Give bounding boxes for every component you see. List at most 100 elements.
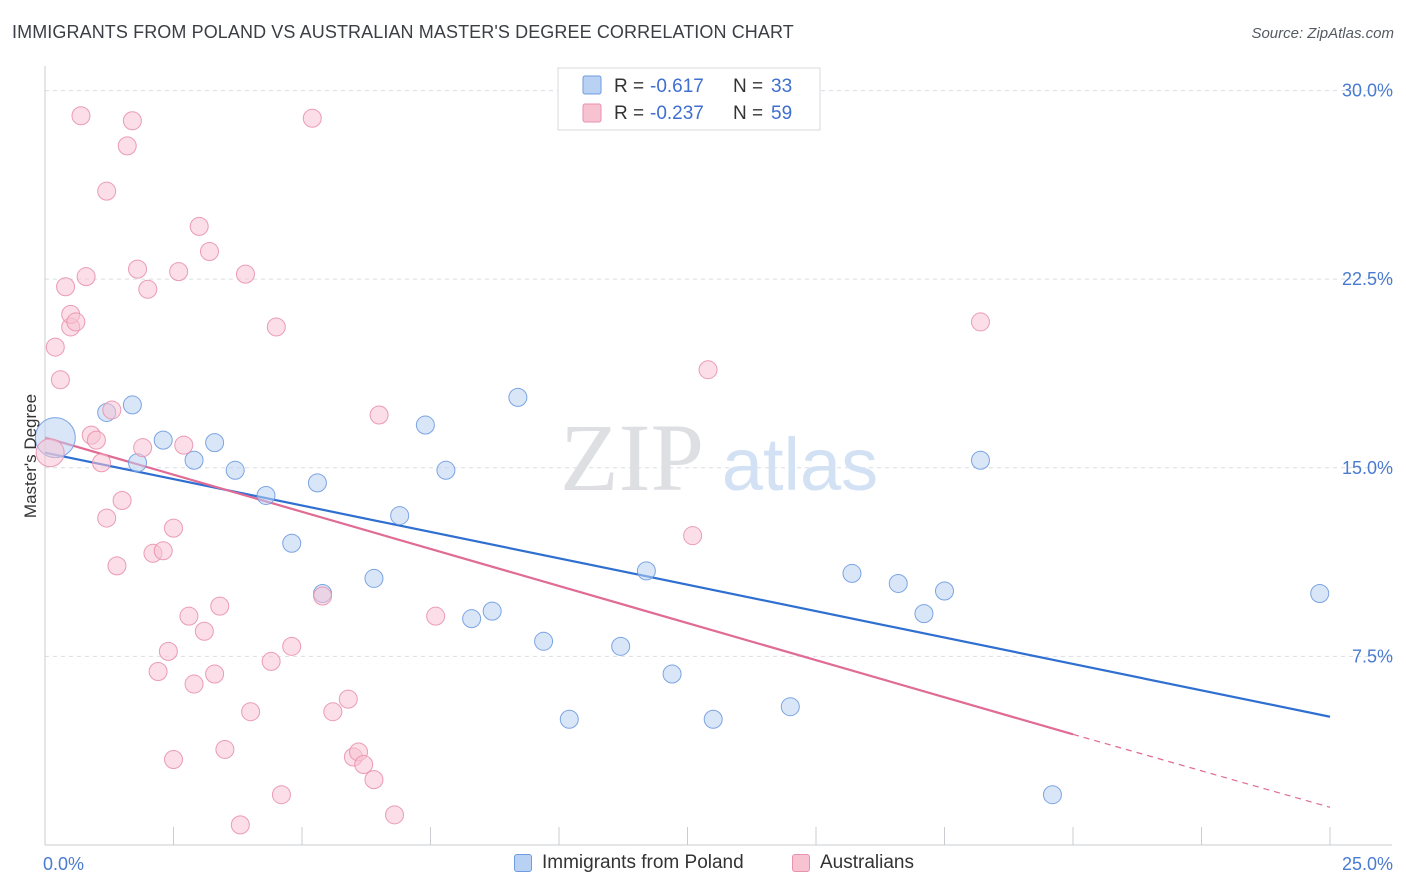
legend-r-label-poland: R = [614,76,644,97]
bottom-legend-swatch-australians [792,854,810,872]
point-australians [323,702,343,722]
legend-n-value-australians: 59 [771,103,792,124]
tick-labels: 7.5% 15.0% 22.5% 30.0% 0.0% 25.0% [43,81,1393,874]
point-australians [158,641,178,661]
point-australians [164,749,183,769]
watermark-atlas: atlas [722,423,878,506]
point-australians [313,586,333,606]
point-poland [636,561,656,581]
legend-box-frame [557,67,821,131]
point-poland [703,709,723,729]
legend-n-label-poland: N = [733,76,763,97]
data-points [34,106,1330,835]
point-australians [107,556,127,576]
point-australians [169,262,189,282]
point-poland [559,709,579,729]
point-poland [482,601,502,621]
point-australians [235,264,255,284]
point-australians [426,606,446,626]
point-poland [282,533,302,553]
point-australians [86,430,106,450]
point-poland [153,430,173,450]
y-tick-label: 7.5% [1352,646,1393,666]
y-tick-label: 22.5% [1342,269,1393,289]
point-poland [534,631,554,651]
point-australians [261,651,281,671]
point-australians [302,108,322,128]
point-poland [415,415,435,435]
y-axis-label: Master's Degree [21,394,40,518]
bottom-legend-swatch-poland [514,854,532,872]
legend-n-label-australians: N = [733,103,763,124]
point-poland [611,636,631,656]
point-australians [50,370,70,390]
legend-r-value-poland: -0.617 [650,76,704,97]
point-australians [683,526,703,546]
point-australians [184,674,204,694]
trend-line-extension-australians [1072,733,1331,808]
point-australians [282,636,302,656]
y-tick-label: 30.0% [1342,81,1393,101]
chart-title: IMMIGRANTS FROM POLAND VS AUSTRALIAN MAS… [12,22,794,42]
point-poland [436,460,456,480]
point-poland [780,697,800,717]
point-australians [266,317,286,337]
point-australians [698,360,718,380]
point-poland [935,581,954,601]
point-australians [148,661,168,681]
point-poland [364,568,384,588]
point-australians [174,435,194,455]
point-australians [66,312,86,332]
point-australians [194,621,214,641]
point-australians [128,259,148,279]
watermark: ZIP atlas [560,404,878,511]
point-poland [914,604,934,624]
point-australians [385,805,405,825]
point-australians [241,702,261,722]
point-poland [256,485,276,505]
point-australians [92,453,112,473]
point-poland [1310,584,1330,604]
point-poland [390,506,410,526]
point-australians [230,815,250,835]
point-poland [888,573,908,593]
point-poland [842,563,862,583]
x-tick-label: 0.0% [43,854,84,874]
point-australians [97,508,117,528]
point-australians [364,770,384,790]
trend-line-australians [44,436,1074,736]
legend-r-label-australians: R = [614,103,644,124]
point-australians [71,106,91,126]
legend-swatch-australians [582,103,602,123]
point-australians [205,664,225,684]
point-poland [1042,785,1062,805]
point-australians [179,606,199,626]
point-australians [354,755,374,775]
point-poland [307,473,327,493]
point-australians [271,785,291,805]
point-australians [153,541,173,561]
point-poland [122,395,142,415]
point-australians [189,216,209,236]
x-tick-label: 25.0% [1342,854,1393,874]
point-australians [133,438,153,458]
point-australians [122,111,142,131]
point-australians [97,181,117,201]
bottom-legend-australians: Australians [792,852,914,874]
point-australians [164,518,183,538]
legend-swatch-poland [582,75,602,95]
point-australians [45,337,65,357]
point-poland [508,387,528,407]
point-australians [338,689,358,709]
bottom-legend-label-australians: Australians [820,852,914,873]
point-australians [215,739,235,759]
point-australians [199,242,219,262]
point-australians [117,136,137,156]
legend-r-value-australians: -0.237 [650,103,704,124]
axes [44,66,1392,846]
legend-box: R = -0.617 N = 33 R = -0.237 N = 59 [557,67,821,131]
point-australians [210,596,230,616]
y-tick-label: 15.0% [1342,458,1393,478]
point-australians [138,279,158,299]
point-australians [56,277,76,297]
